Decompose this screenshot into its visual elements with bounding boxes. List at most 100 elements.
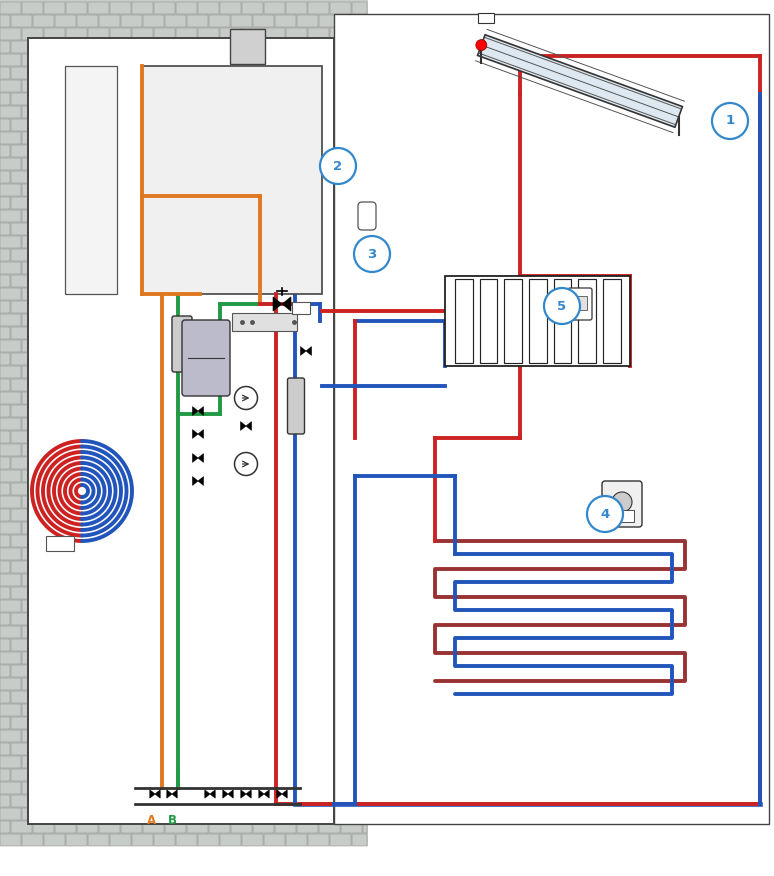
Bar	[143, 795, 164, 807]
Bar	[0, 0, 368, 846]
Bar	[55, 795, 76, 807]
Bar	[66, 652, 87, 664]
Bar	[330, 418, 351, 430]
Bar	[0, 574, 21, 586]
Bar	[363, 483, 367, 495]
Bar	[77, 223, 98, 235]
Bar	[154, 600, 175, 612]
Bar	[99, 93, 120, 105]
Bar	[165, 821, 186, 833]
Bar	[308, 2, 329, 14]
Bar	[363, 639, 367, 651]
Bar	[176, 600, 197, 612]
Bar	[121, 327, 142, 339]
Bar	[0, 158, 21, 170]
Bar	[242, 730, 263, 742]
Bar	[77, 15, 98, 27]
Bar	[308, 834, 329, 846]
Bar	[297, 119, 318, 131]
Bar	[11, 275, 32, 287]
Bar	[110, 210, 131, 222]
Bar	[154, 288, 175, 300]
Polygon shape	[223, 790, 228, 798]
Bar	[132, 756, 153, 768]
Bar	[286, 158, 307, 170]
Bar	[341, 769, 362, 781]
Bar	[187, 249, 208, 261]
Bar	[319, 67, 340, 79]
Bar	[165, 587, 186, 599]
Text: 3: 3	[368, 248, 377, 260]
Bar	[110, 132, 131, 144]
Bar	[176, 288, 197, 300]
Bar	[33, 431, 54, 443]
Bar	[143, 15, 164, 27]
Bar	[99, 795, 120, 807]
Bar	[154, 314, 175, 326]
Bar	[220, 2, 241, 14]
Bar	[578, 279, 596, 363]
Bar	[275, 613, 296, 625]
Polygon shape	[273, 297, 282, 311]
Bar	[11, 223, 32, 235]
Bar	[154, 418, 175, 430]
Bar	[77, 275, 98, 287]
Polygon shape	[198, 477, 204, 485]
Bar	[363, 509, 367, 521]
Bar	[44, 678, 65, 690]
Bar	[220, 184, 241, 196]
Bar	[220, 470, 241, 482]
Bar	[220, 730, 241, 742]
Bar	[286, 574, 307, 586]
Bar	[88, 652, 109, 664]
Bar	[198, 600, 219, 612]
Bar	[319, 301, 340, 313]
Bar	[44, 470, 65, 482]
Bar	[154, 158, 175, 170]
Bar	[253, 41, 274, 53]
Bar	[275, 431, 296, 443]
Bar	[363, 171, 367, 183]
Bar	[264, 600, 285, 612]
Bar	[330, 444, 351, 456]
Bar	[154, 548, 175, 560]
Bar	[22, 496, 43, 508]
Bar	[165, 717, 186, 729]
Bar	[0, 236, 21, 248]
Bar	[275, 119, 296, 131]
Text: 4: 4	[601, 507, 610, 520]
Bar	[154, 366, 175, 378]
Bar	[297, 249, 318, 261]
Bar	[0, 340, 21, 352]
Bar	[264, 314, 285, 326]
Bar	[165, 223, 186, 235]
Bar	[11, 353, 32, 365]
Polygon shape	[282, 790, 287, 798]
Bar	[77, 639, 98, 651]
Bar	[44, 652, 65, 664]
Bar	[352, 496, 367, 508]
Bar	[308, 730, 329, 742]
Bar	[286, 236, 307, 248]
Bar	[0, 301, 10, 313]
Bar	[55, 171, 76, 183]
Bar	[11, 93, 32, 105]
Bar	[352, 106, 367, 118]
Bar	[0, 392, 21, 404]
Bar	[187, 275, 208, 287]
Polygon shape	[210, 790, 215, 798]
Bar	[99, 509, 120, 521]
Bar	[231, 457, 252, 469]
Bar	[66, 574, 87, 586]
Bar	[242, 626, 263, 638]
Polygon shape	[259, 790, 264, 798]
Bar	[253, 743, 274, 755]
Bar	[231, 587, 252, 599]
Bar	[297, 327, 318, 339]
Bar	[11, 795, 32, 807]
Bar	[209, 171, 230, 183]
Bar	[110, 548, 131, 560]
Bar	[143, 223, 164, 235]
Bar	[176, 210, 197, 222]
Bar	[319, 639, 340, 651]
